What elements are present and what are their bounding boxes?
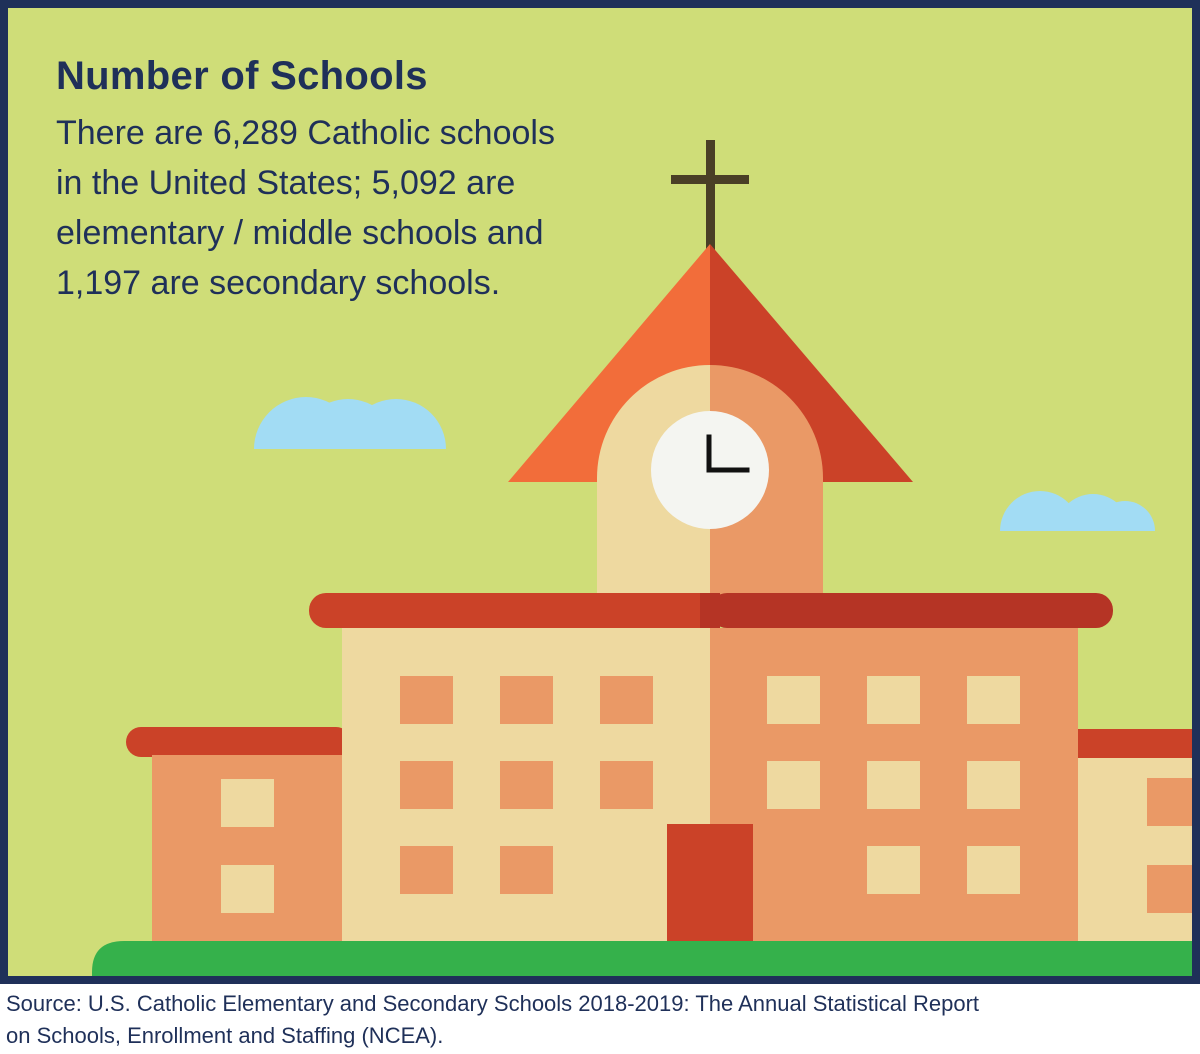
cloud-icon bbox=[1000, 491, 1155, 531]
description-line: There are 6,289 Catholic schools bbox=[56, 114, 555, 152]
grass bbox=[92, 941, 1192, 976]
door bbox=[667, 824, 753, 948]
infographic-description: There are 6,289 Catholic schools in the … bbox=[56, 108, 676, 308]
source-line: on Schools, Enrollment and Staffing (NCE… bbox=[6, 1023, 444, 1048]
infographic-panel: Number of Schools There are 6,289 Cathol… bbox=[0, 0, 1200, 984]
school-building-illustration bbox=[92, 140, 1192, 976]
source-citation: Source: U.S. Catholic Elementary and Sec… bbox=[6, 988, 1196, 1052]
cross-icon bbox=[671, 140, 749, 250]
infographic-title: Number of Schools bbox=[56, 54, 428, 98]
description-line: elementary / middle schools and bbox=[56, 214, 544, 252]
cloud-icon bbox=[254, 397, 446, 449]
description-line: in the United States; 5,092 are bbox=[56, 164, 516, 202]
source-line: Source: U.S. Catholic Elementary and Sec… bbox=[6, 991, 980, 1016]
clock-icon bbox=[651, 411, 769, 529]
description-line: 1,197 are secondary schools. bbox=[56, 264, 501, 302]
